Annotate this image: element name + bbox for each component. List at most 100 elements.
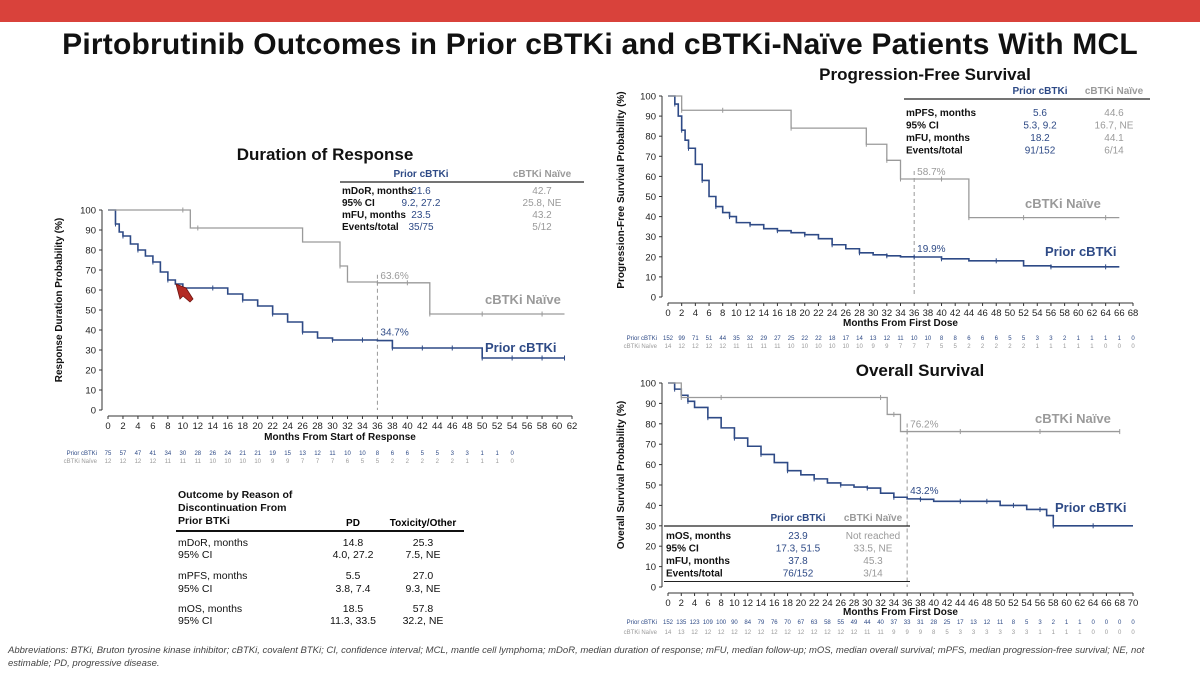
dor-y-tick-label: 100 xyxy=(80,206,96,217)
os-stats-row-naive: 45.3 xyxy=(863,556,883,567)
pfs-risk-naive-count: 10 xyxy=(856,344,863,350)
os-risk-naive-count: 12 xyxy=(824,630,831,636)
dor-stats-row-prior: 23.5 xyxy=(411,210,431,221)
dor-risk-prior-count: 21 xyxy=(239,451,246,457)
os-x-tick-label: 54 xyxy=(1021,598,1032,609)
pfs-risk-naive-count: 1 xyxy=(1049,344,1053,350)
pfs-stats-row-prior: 18.2 xyxy=(1030,133,1050,144)
os-x-tick-label: 2 xyxy=(679,598,684,609)
pfs-stats-row-label: Events/total xyxy=(906,146,963,157)
dor-risk-naive-count: 1 xyxy=(495,459,499,465)
dor-risk-prior-count: 11 xyxy=(329,451,336,457)
pfs-stats-row-label: mFU, months xyxy=(906,133,970,144)
os-risk-naive-count: 3 xyxy=(1012,630,1016,636)
os-risk-naive-count: 12 xyxy=(851,630,858,636)
dor-x-tick-label: 40 xyxy=(402,421,413,432)
os-y-tick-label: 80 xyxy=(645,419,656,430)
pfs-risk-naive-count: 2 xyxy=(967,344,971,350)
pfs-stats-row-prior: 5.3, 9.2 xyxy=(1023,121,1057,132)
pfs-x-tick-label: 16 xyxy=(772,308,783,319)
pfs-x-tick-label: 66 xyxy=(1114,308,1125,319)
os-risk-naive-count: 11 xyxy=(864,630,871,636)
dor-x-axis-title: Months From Start of Response xyxy=(264,432,416,443)
pfs-x-tick-label: 38 xyxy=(923,308,934,319)
dor-landmark-annotation: 34.7% xyxy=(380,328,408,339)
pfs-risk-prior-count: 32 xyxy=(747,336,754,342)
os-risk-naive-count: 12 xyxy=(798,630,805,636)
dor-risk-naive-count: 12 xyxy=(105,459,112,465)
pfs-x-tick-label: 14 xyxy=(758,308,769,319)
os-stats-row-prior: 17.3, 51.5 xyxy=(776,544,821,555)
os-x-tick-label: 66 xyxy=(1101,598,1112,609)
dor-risk-naive-count: 1 xyxy=(466,459,470,465)
dor-y-tick-label: 10 xyxy=(85,386,96,397)
pfs-y-tick-label: 100 xyxy=(640,92,656,103)
dor-x-tick-label: 48 xyxy=(462,421,473,432)
pfs-risk-prior-count: 0 xyxy=(1131,336,1135,342)
os-risk-label-naive: cBTKi Naïve xyxy=(624,630,658,636)
pfs-x-tick-label: 18 xyxy=(786,308,797,319)
dor-risk-prior-count: 12 xyxy=(314,451,321,457)
pfs-x-tick-label: 52 xyxy=(1018,308,1029,319)
os-y-axis-title: Overall Survival Probability (%) xyxy=(616,401,627,549)
os-risk-naive-count: 3 xyxy=(959,630,963,636)
pfs-risk-naive-count: 10 xyxy=(788,344,795,350)
discontinuation-row-tox: 7.5, NE xyxy=(405,549,440,561)
os-risk-prior-count: 37 xyxy=(891,620,898,626)
os-x-tick-label: 20 xyxy=(796,598,807,609)
os-risk-naive-count: 12 xyxy=(771,630,778,636)
dor-x-tick-label: 60 xyxy=(552,421,563,432)
os-risk-prior-count: 31 xyxy=(917,620,924,626)
pfs-risk-prior-count: 99 xyxy=(678,336,685,342)
pfs-x-tick-label: 56 xyxy=(1046,308,1057,319)
dor-risk-naive-count: 5 xyxy=(376,459,380,465)
dor-x-tick-label: 22 xyxy=(267,421,278,432)
os-risk-naive-count: 12 xyxy=(811,630,818,636)
dor-x-tick-label: 50 xyxy=(477,421,488,432)
os-risk-naive-count: 3 xyxy=(985,630,989,636)
dor-risk-naive-count: 7 xyxy=(301,459,305,465)
discontinuation-row-label: mDoR, months xyxy=(178,537,248,549)
pfs-risk-prior-count: 22 xyxy=(815,336,822,342)
os-risk-naive-count: 3 xyxy=(972,630,976,636)
os-x-tick-label: 12 xyxy=(742,598,753,609)
pfs-risk-prior-count: 8 xyxy=(940,336,944,342)
os-x-tick-label: 42 xyxy=(942,598,953,609)
dor-y-tick-label: 20 xyxy=(85,366,96,377)
pfs-y-tick-label: 0 xyxy=(651,293,656,304)
os-risk-naive-count: 1 xyxy=(1078,630,1082,636)
dor-risk-naive-count: 2 xyxy=(406,459,410,465)
os-x-tick-label: 34 xyxy=(889,598,900,609)
os-risk-prior-count: 11 xyxy=(997,620,1004,626)
pfs-risk-naive-count: 9 xyxy=(871,344,875,350)
os-x-tick-label: 28 xyxy=(849,598,860,609)
pfs-risk-prior-count: 14 xyxy=(856,336,863,342)
dor-stats-header-prior: Prior cBTKi xyxy=(393,169,448,180)
dor-risk-prior-count: 6 xyxy=(406,451,410,457)
discontinuation-row-tox: 32.2, NE xyxy=(403,615,444,627)
pfs-prior-series-label: Prior cBTKi xyxy=(1045,244,1117,259)
dor-risk-prior-count: 21 xyxy=(254,451,261,457)
os-stats-row-naive: Not reached xyxy=(846,531,900,542)
dor-risk-naive-count: 7 xyxy=(331,459,335,465)
os-risk-naive-count: 0 xyxy=(1105,630,1109,636)
pfs-risk-prior-count: 5 xyxy=(1022,336,1026,342)
pfs-y-tick-label: 90 xyxy=(645,112,656,123)
pfs-risk-prior-count: 6 xyxy=(995,336,999,342)
os-x-tick-label: 38 xyxy=(915,598,926,609)
pfs-x-tick-label: 30 xyxy=(868,308,879,319)
pfs-risk-naive-count: 0 xyxy=(1131,344,1135,350)
discontinuation-row-label: 95% CI xyxy=(178,583,212,595)
dor-chart-title: Duration of Response xyxy=(237,145,414,164)
dor-risk-naive-count: 2 xyxy=(451,459,455,465)
dor-stats-row-label: Events/total xyxy=(342,222,399,233)
pfs-risk-naive-count: 7 xyxy=(926,344,930,350)
dor-risk-naive-count: 0 xyxy=(510,459,514,465)
dor-risk-naive-count: 11 xyxy=(180,459,187,465)
pfs-stats-row-naive: 16.7, NE xyxy=(1095,121,1134,132)
discontinuation-row-label: mOS, months xyxy=(178,603,242,615)
dor-risk-naive-count: 11 xyxy=(165,459,172,465)
pfs-x-tick-label: 6 xyxy=(706,308,711,319)
pfs-risk-prior-count: 10 xyxy=(911,336,918,342)
